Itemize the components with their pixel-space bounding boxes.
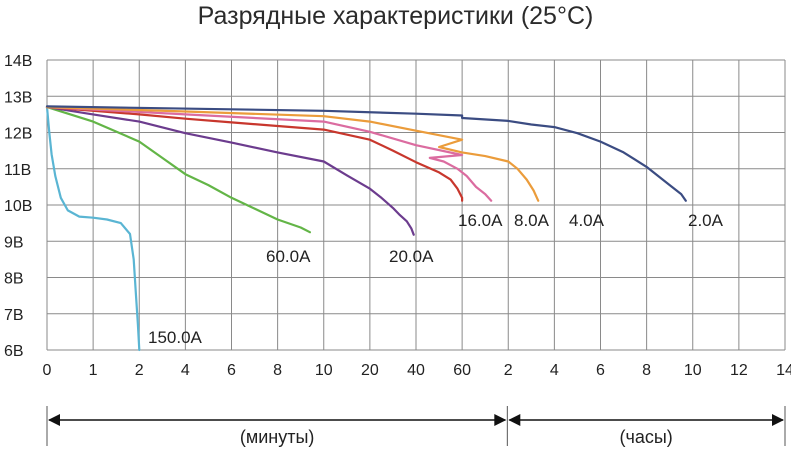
span-minutes-arrow-arrowhead-right xyxy=(494,414,507,426)
span-hours-arrow-arrowhead-right xyxy=(772,414,784,426)
series-label: 150.0A xyxy=(148,328,203,347)
x-tick-label: 8 xyxy=(273,362,282,379)
x-tick-label: 60 xyxy=(453,362,471,379)
span-hours-label: (часы) xyxy=(619,427,672,447)
series-line-150.0A xyxy=(45,106,141,352)
y-tick-label: 12В xyxy=(4,126,32,143)
x-tick-label: 0 xyxy=(43,362,52,379)
y-tick-label: 14В xyxy=(4,53,32,70)
series-line-2.0A xyxy=(45,105,687,202)
span-minutes-arrow-arrowhead-left xyxy=(48,414,60,426)
series-label: 4.0A xyxy=(569,211,605,230)
x-tick-label: 2 xyxy=(504,362,513,379)
x-tick-label: 6 xyxy=(227,362,236,379)
y-tick-label: 11В xyxy=(4,162,31,179)
series-line-16.0A xyxy=(45,106,464,202)
y-tick-label: 7В xyxy=(4,307,24,324)
x-tick-label: 10 xyxy=(684,362,702,379)
x-tick-label: 6 xyxy=(596,362,605,379)
series-line-20.0A xyxy=(45,106,415,236)
span-minutes-label: (минуты) xyxy=(240,427,315,447)
span-hours-arrow-arrowhead-left xyxy=(508,414,521,426)
x-tick-label: 2 xyxy=(135,362,144,379)
y-tick-label: 9В xyxy=(4,234,24,251)
x-tick-label: 1 xyxy=(89,362,98,379)
y-tick-label: 8В xyxy=(4,271,24,288)
y-tick-label: 6В xyxy=(4,343,24,360)
series-label: 8.0A xyxy=(514,211,550,230)
series-label: 20.0A xyxy=(389,247,434,266)
series-line-60.0A xyxy=(45,106,311,234)
x-tick-label: 40 xyxy=(407,362,425,379)
x-tick-label: 20 xyxy=(361,362,379,379)
y-tick-label: 13В xyxy=(4,89,32,106)
series-label: 2.0A xyxy=(688,211,724,230)
x-tick-label: 12 xyxy=(730,362,748,379)
series-line-8.0A xyxy=(45,106,493,202)
x-tick-label: 4 xyxy=(550,362,559,379)
chart-title: Разрядные характеристики (25°C) xyxy=(197,2,594,30)
series-label: 16.0A xyxy=(458,211,503,230)
x-tick-label: 4 xyxy=(181,362,190,379)
y-tick-label: 10В xyxy=(4,198,32,215)
series-line-4.0A xyxy=(45,106,540,202)
x-tick-label: 8 xyxy=(642,362,651,379)
x-tick-label: 14 xyxy=(776,362,791,379)
x-tick-label: 10 xyxy=(315,362,333,379)
series-label: 60.0A xyxy=(266,247,311,266)
